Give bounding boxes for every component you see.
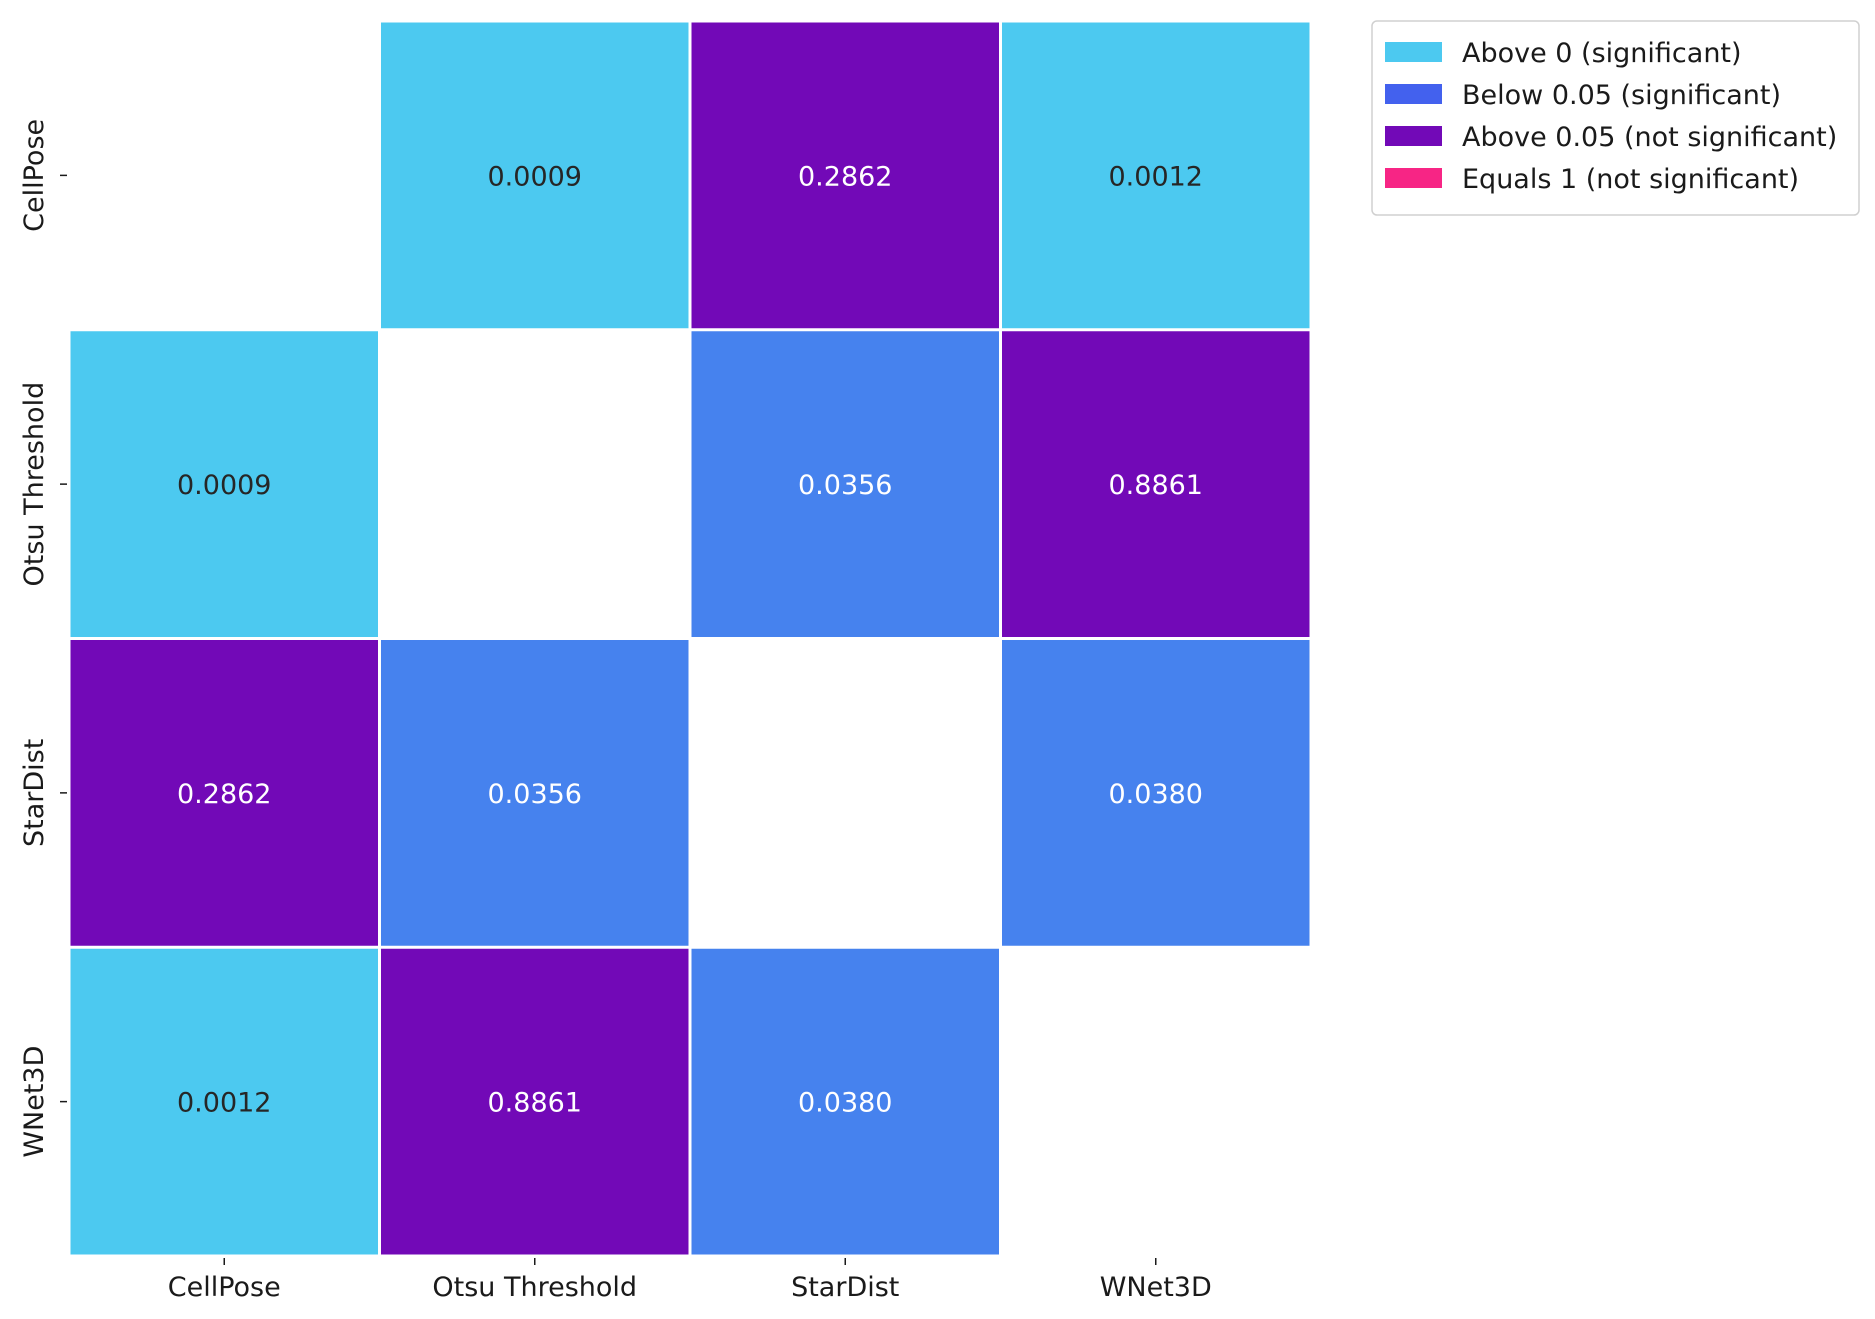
heatmap-cell-label-3-1: 0.8861 [488,1088,582,1119]
y-tick-label-2: StarDist [19,739,50,847]
heatmap-cell-label-1-2: 0.0356 [798,470,892,501]
heatmap-cell-0-1 [381,22,689,329]
legend: Above 0 (significant) Below 0.05 (signifi… [1371,20,1860,216]
heatmap-cell-1-3 [1002,331,1310,637]
heatmap-cell-label-1-0: 0.0009 [177,470,271,501]
legend-box [1371,20,1860,216]
heatmap-cell-label-0-1: 0.0009 [488,161,582,192]
heatmap-cell-3-0 [70,948,378,1255]
heatmap-cell-1-2 [691,331,999,637]
y-tick-label-0: CellPose [19,119,50,232]
heatmap-cell-label-2-1: 0.0356 [488,779,582,810]
heatmap-cell-label-0-2: 0.2862 [798,161,892,192]
legend-label-equals1: Equals 1 (not significant) [1462,164,1799,195]
heatmap-cell-0-2 [691,22,999,329]
x-tick-label-1: Otsu Threshold [432,1272,637,1303]
x-tick-label-3: WNet3D [1100,1272,1212,1303]
legend-swatch-above005 [1385,126,1442,146]
legend-swatch-below005 [1385,84,1442,104]
heatmap-cell-label-0-3: 0.0012 [1109,161,1203,192]
legend-label-below005: Below 0.05 (significant) [1462,80,1781,111]
x-axis: CellPose Otsu Threshold StarDist WNet3D [168,1258,1212,1303]
heatmap-cell-label-1-3: 0.8861 [1109,470,1203,501]
heatmap-cell-2-3 [1002,640,1310,946]
x-tick-label-0: CellPose [168,1272,281,1303]
legend-swatch-equals1 [1385,168,1442,188]
heatmap-cell-3-2 [691,948,999,1255]
heatmap-cell-label-2-0: 0.2862 [177,779,271,810]
heatmap-cell-1-0 [70,331,378,637]
x-tick-label-2: StarDist [791,1272,899,1303]
legend-label-above0: Above 0 (significant) [1462,38,1742,69]
legend-label-above005: Above 0.05 (not significant) [1462,122,1837,153]
heatmap-cell-2-0 [70,640,378,946]
heatmap-cell-label-2-3: 0.0380 [1109,779,1203,810]
legend-swatch-above0 [1385,42,1442,62]
y-tick-label-1: Otsu Threshold [19,382,50,587]
heatmap-cell-label-3-2: 0.0380 [798,1088,892,1119]
y-axis: CellPose Otsu Threshold StarDist WNet3D [19,119,67,1158]
heatmap-cell-labels: 0.0009 0.2862 0.0012 0.0009 0.0356 0.8861 0.28… [177,161,1203,1118]
y-tick-label-3: WNet3D [19,1046,50,1158]
heatmap-cell-2-1 [381,640,689,946]
heatmap-cell-0-3 [1002,22,1310,329]
heatmap-cells [70,22,1310,1255]
heatmap-cell-label-3-0: 0.0012 [177,1088,271,1119]
heatmap-cell-3-1 [381,948,689,1255]
